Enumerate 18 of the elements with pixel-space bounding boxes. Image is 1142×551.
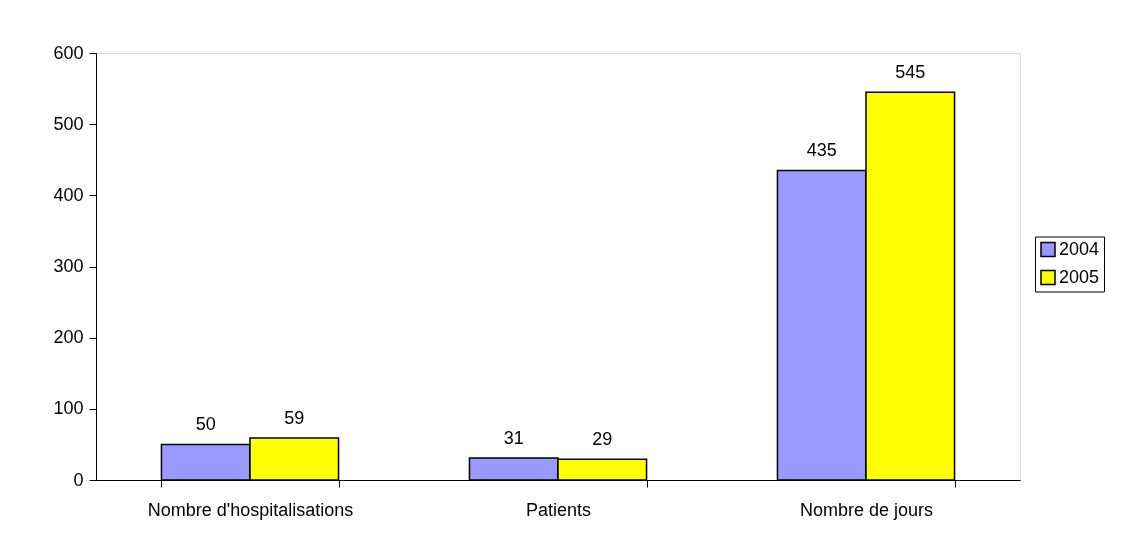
x-tick-label: Nombre de jours — [799, 499, 934, 520]
y-tick-label: 600 — [53, 42, 84, 63]
x-tick-label: Patients — [525, 499, 592, 520]
data-label: 29 — [592, 429, 613, 450]
data-label: 31 — [503, 427, 524, 448]
legend-label: 2005 — [1059, 266, 1100, 287]
x-tick-label: Nombre d'hospitalisations — [147, 499, 354, 520]
y-tick-label: 300 — [53, 256, 84, 276]
legend-label: 2004 — [1059, 238, 1100, 259]
y-tick-label: 0 — [73, 469, 84, 490]
data-label: 545 — [895, 62, 926, 83]
y-tick-label: 500 — [53, 113, 84, 134]
y-tick-label: 400 — [53, 184, 84, 205]
data-label: 59 — [284, 408, 305, 429]
data-label: 50 — [195, 414, 216, 435]
data-label: 435 — [806, 140, 837, 161]
y-tick-label: 200 — [53, 327, 84, 348]
y-tick-label: 100 — [53, 398, 84, 419]
